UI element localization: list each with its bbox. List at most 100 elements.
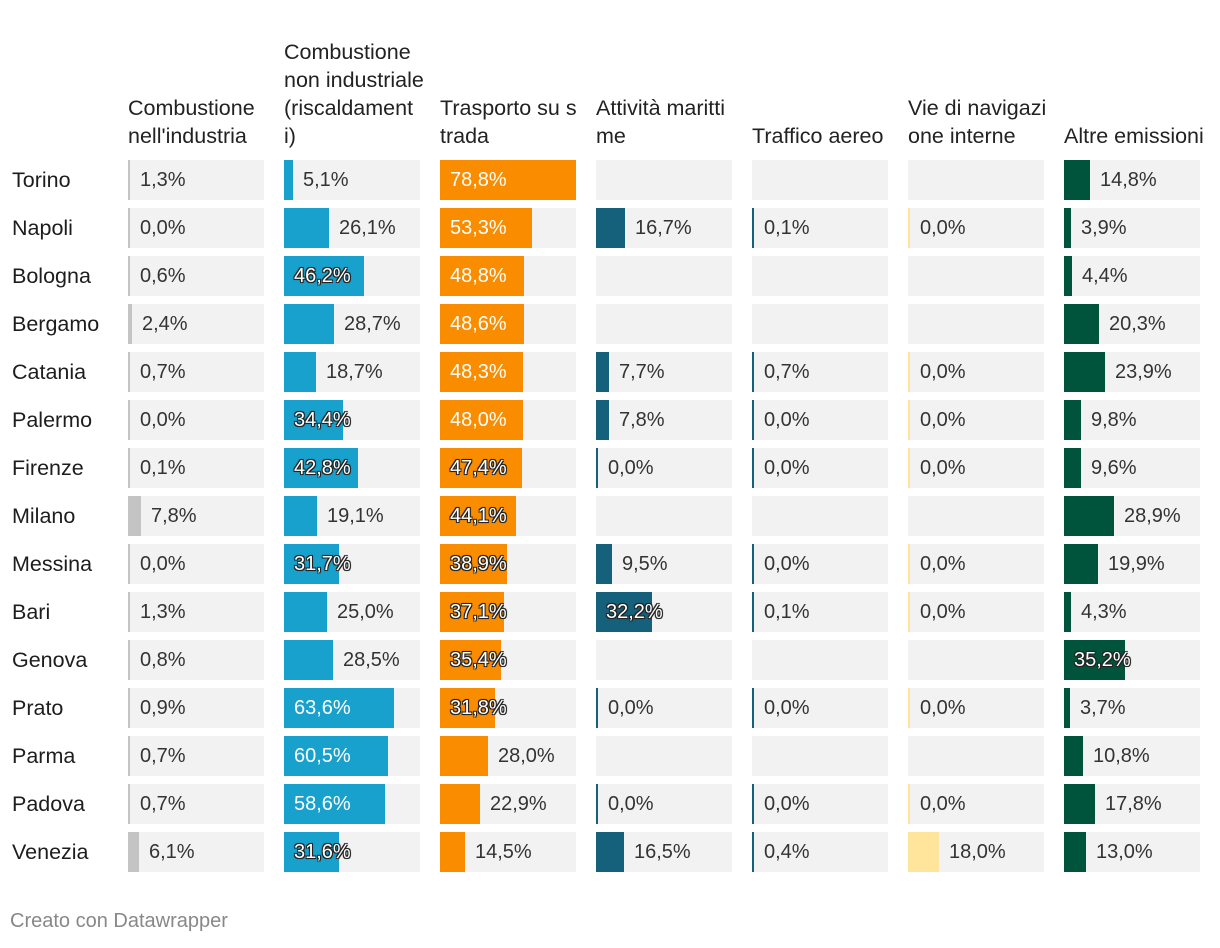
bar bbox=[752, 352, 754, 392]
table-cell bbox=[752, 496, 888, 536]
table-cell: 19,1% bbox=[284, 496, 420, 536]
table-cell: 0,0% bbox=[908, 592, 1044, 632]
data-label: 0,1% bbox=[140, 457, 186, 479]
bar bbox=[284, 256, 364, 296]
table-cell: 0,1% bbox=[752, 592, 888, 632]
data-label: 18,0% bbox=[949, 841, 1006, 863]
table-cell: 63,6% bbox=[284, 688, 420, 728]
table-cell: 3,9% bbox=[1064, 208, 1200, 248]
data-label: 0,7% bbox=[140, 745, 186, 767]
table-cell bbox=[596, 640, 732, 680]
table-cell bbox=[596, 736, 732, 776]
data-label: 19,9% bbox=[1108, 553, 1165, 575]
bar bbox=[1064, 832, 1086, 872]
bar bbox=[752, 448, 754, 488]
bar bbox=[128, 592, 130, 632]
data-label: 0,0% bbox=[920, 601, 966, 623]
bar bbox=[128, 400, 130, 440]
data-label: 31,7% bbox=[294, 553, 351, 575]
table-cell: 48,8% bbox=[440, 256, 576, 296]
bar bbox=[752, 688, 754, 728]
table-cell: 0,9% bbox=[128, 688, 264, 728]
table-cell: 26,1% bbox=[284, 208, 420, 248]
data-label: 0,0% bbox=[764, 457, 810, 479]
data-label: 0,9% bbox=[140, 697, 186, 719]
bar bbox=[440, 832, 465, 872]
row-label: Bari bbox=[12, 600, 51, 624]
table-cell: 0,0% bbox=[752, 688, 888, 728]
table-cell: 0,0% bbox=[752, 400, 888, 440]
bar bbox=[752, 592, 754, 632]
table-cell: 0,0% bbox=[908, 544, 1044, 584]
table-cell: 28,5% bbox=[284, 640, 420, 680]
table-cell bbox=[752, 640, 888, 680]
data-label: 3,9% bbox=[1081, 217, 1127, 239]
data-label: 0,1% bbox=[764, 217, 810, 239]
data-label: 20,3% bbox=[1109, 313, 1166, 335]
bar bbox=[1064, 496, 1114, 536]
table-cell: 48,3% bbox=[440, 352, 576, 392]
bar bbox=[1064, 352, 1105, 392]
table-cell: 19,9% bbox=[1064, 544, 1200, 584]
bar bbox=[128, 208, 130, 248]
bar bbox=[1064, 256, 1072, 296]
bar bbox=[284, 592, 327, 632]
column-header-c7: Altre emissioni bbox=[1064, 124, 1204, 148]
bar bbox=[752, 832, 754, 872]
table-cell: 20,3% bbox=[1064, 304, 1200, 344]
row-label: Napoli bbox=[12, 216, 73, 240]
table-cell: 7,7% bbox=[596, 352, 732, 392]
table-cell: 0,8% bbox=[128, 640, 264, 680]
table-cell: 0,0% bbox=[128, 400, 264, 440]
bar bbox=[284, 544, 339, 584]
table-cell: 14,8% bbox=[1064, 160, 1200, 200]
data-label: 0,8% bbox=[140, 649, 186, 671]
table-cell: 60,5% bbox=[284, 736, 420, 776]
data-label: 9,5% bbox=[622, 553, 668, 575]
bar bbox=[284, 160, 293, 200]
table-cell: 6,1% bbox=[128, 832, 264, 872]
data-label: 5,1% bbox=[303, 169, 349, 191]
table-cell: 31,6% bbox=[284, 832, 420, 872]
table-cell bbox=[908, 256, 1044, 296]
bar bbox=[1064, 160, 1090, 200]
table-cell: 28,9% bbox=[1064, 496, 1200, 536]
data-label: 47,4% bbox=[450, 457, 507, 479]
bar bbox=[128, 544, 130, 584]
data-label: 0,1% bbox=[764, 601, 810, 623]
data-label: 0,0% bbox=[764, 793, 810, 815]
row-label: Catania bbox=[12, 360, 87, 384]
data-label: 0,4% bbox=[764, 841, 810, 863]
data-label: 0,0% bbox=[764, 409, 810, 431]
table-cell: 0,0% bbox=[908, 400, 1044, 440]
table-cell: 13,0% bbox=[1064, 832, 1200, 872]
table-cell: 0,0% bbox=[596, 784, 732, 824]
table-cell: 4,4% bbox=[1064, 256, 1200, 296]
bar bbox=[596, 592, 652, 632]
bar bbox=[440, 352, 523, 392]
bar bbox=[440, 448, 522, 488]
bar bbox=[284, 352, 316, 392]
bar bbox=[1064, 784, 1095, 824]
bar bbox=[908, 448, 910, 488]
data-label: 13,0% bbox=[1096, 841, 1153, 863]
table-cell bbox=[752, 256, 888, 296]
table-cell: 32,2% bbox=[596, 592, 732, 632]
table-cell: 0,0% bbox=[596, 448, 732, 488]
bar bbox=[440, 592, 504, 632]
row-label: Venezia bbox=[12, 840, 89, 864]
table-cell: 0,7% bbox=[128, 352, 264, 392]
data-label: 53,3% bbox=[450, 217, 507, 239]
row-label: Messina bbox=[12, 552, 93, 576]
column-header-c4: Attività marittime bbox=[596, 96, 726, 148]
row-label: Bologna bbox=[12, 264, 91, 288]
bar bbox=[1064, 544, 1098, 584]
bar bbox=[596, 544, 612, 584]
row-label: Palermo bbox=[12, 408, 93, 432]
bar bbox=[908, 832, 939, 872]
bar bbox=[440, 304, 524, 344]
data-label: 7,8% bbox=[619, 409, 665, 431]
bar bbox=[1064, 688, 1070, 728]
table-cell: 0,4% bbox=[752, 832, 888, 872]
data-label: 26,1% bbox=[339, 217, 396, 239]
